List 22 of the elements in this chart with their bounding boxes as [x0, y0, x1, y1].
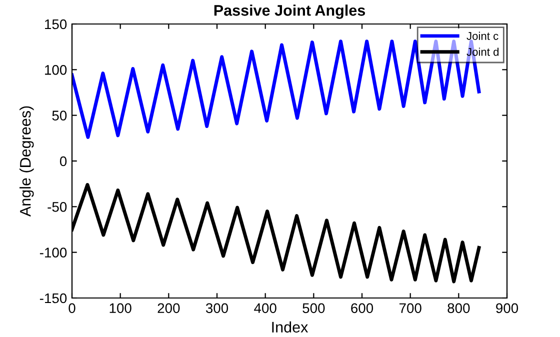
x-tick-label: 300: [206, 303, 228, 314]
x-tick-label: 800: [448, 303, 470, 314]
legend-label: Joint c: [466, 32, 498, 40]
x-tick-label: 600: [351, 303, 374, 314]
y-tick-label: -100: [40, 248, 67, 258]
y-tick-label: -150: [40, 293, 67, 304]
y-tick-label: 150: [45, 19, 67, 30]
y-tick-label: 100: [45, 65, 67, 75]
x-tick-label: 900: [496, 303, 518, 314]
x-tick-label: 700: [399, 303, 422, 314]
x-tick-label: 0: [68, 303, 76, 314]
x-tick-label: 400: [254, 303, 276, 314]
legend-label: Joint d: [466, 48, 499, 56]
x-tick-label: 200: [158, 303, 180, 314]
y-axis-title: Angle (Degrees): [20, 106, 34, 217]
x-axis-title: Index: [272, 321, 308, 333]
y-tick-label: 50: [52, 110, 67, 121]
y-tick-label: -50: [48, 202, 67, 212]
chart-title: Passive Joint Angles: [214, 4, 366, 19]
y-tick-label: 0: [60, 156, 67, 166]
x-tick-label: 100: [110, 303, 132, 314]
x-tick-label: 500: [302, 303, 325, 314]
